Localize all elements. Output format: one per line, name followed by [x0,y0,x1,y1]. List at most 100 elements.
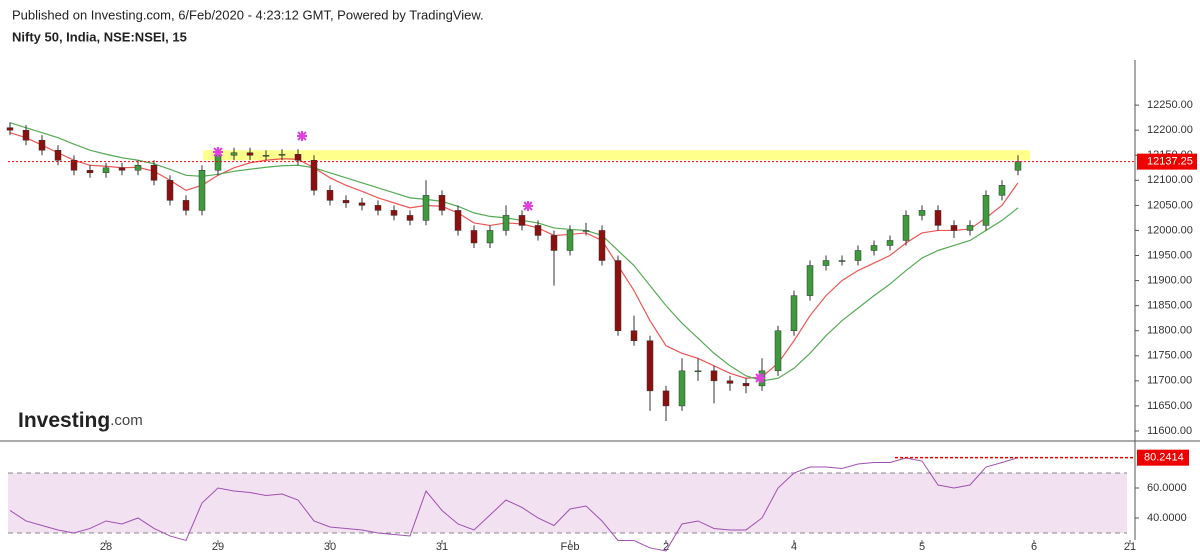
candle-body [134,165,142,171]
signal-marker [213,147,223,157]
symbol: Nifty 50, India, NSE:NSEI, 15 [12,29,187,44]
candle-body [582,230,590,232]
candle-body [70,160,78,171]
candle-body [982,195,990,226]
candle-body [950,225,958,231]
y-tick-label: 11800.00 [1147,325,1192,337]
x-tick-label: 30 [324,541,336,553]
candle-body [390,210,398,216]
candle-body [230,152,238,156]
candle-body [166,180,174,201]
candle-body [726,380,734,384]
x-tick-label: Feb [561,541,580,553]
candle-body [118,167,126,171]
last-rsi-label: 80.2414 [1144,452,1184,464]
candle-body [790,295,798,331]
candle-body [1014,161,1022,171]
candle-body [150,165,158,181]
candle-body [774,330,782,372]
candle-body [22,129,30,141]
candle-body [934,210,942,226]
candle-body [310,160,318,191]
candle-body [550,235,558,251]
moving-average [9,132,1019,379]
candle-body [902,215,910,241]
candle-body [454,210,462,231]
candle-body [262,154,270,157]
candle-body [278,153,286,156]
candle-body [326,190,334,201]
logo: Investing.com [18,409,143,432]
candle-body [678,370,686,407]
candle-body [854,250,862,261]
y-tick-label: 40.0000 [1147,512,1187,524]
candle-body [6,127,14,131]
candle-body [998,185,1006,196]
published: Published on Investing.com, 6/Feb/2020 -… [12,7,484,22]
y-tick-label: 60.0000 [1147,482,1187,494]
candle-body [518,215,526,226]
candle-body [422,195,430,221]
y-tick-label: 12000.00 [1147,224,1193,236]
y-tick-label: 12250.00 [1147,99,1193,111]
logo-text: Investing [18,409,110,432]
rsi-band [8,473,1127,533]
candle-body [374,205,382,211]
candle-body [294,153,302,161]
signal-marker [755,373,765,383]
candle-body [182,200,190,211]
candle-body [838,260,846,262]
x-tick-label: 4 [791,541,797,553]
y-tick-label: 12100.00 [1147,174,1193,186]
candle-body [966,225,974,231]
candle-body [646,340,654,392]
candle-body [486,230,494,244]
candle-body [598,230,606,261]
x-tick-label: 5 [919,541,925,553]
highlight-zone [203,150,1030,161]
candle-body [806,265,814,296]
last-price-label: 12137.25 [1147,156,1193,168]
candle-body [214,154,222,171]
last-rsi-box [1137,449,1189,466]
y-tick-label: 11750.00 [1147,350,1192,362]
y-tick-label: 11650.00 [1147,400,1192,412]
x-tick-label: 21 [1124,541,1136,553]
x-tick-label: 29 [212,541,224,553]
y-tick-label: 11850.00 [1147,300,1192,312]
candle-body [742,383,750,387]
candle-body [342,200,350,204]
candle-body [822,260,830,266]
x-tick-label: 28 [100,541,112,553]
candle-body [38,139,46,151]
candle-body [870,245,878,251]
candle-body [54,149,62,161]
candle-body [86,170,94,174]
logo-suffix: .com [110,412,143,429]
rsi-line [9,457,1019,552]
candle-body [534,225,542,236]
candle-body [198,170,206,211]
candle-body [662,390,670,407]
candle-body [102,167,110,174]
signal-marker [523,201,533,211]
y-tick-label: 11900.00 [1147,274,1192,286]
candle-body [710,370,718,382]
moving-average [9,122,1019,382]
signal-marker [297,131,307,141]
y-tick-label: 11950.00 [1147,249,1192,261]
candle-body [886,240,894,246]
x-tick-label: 31 [436,541,448,553]
candle-body [406,215,414,221]
candle-body [470,230,478,244]
candle-body [502,215,510,231]
candle-body [246,152,254,156]
x-tick-label: 2 [663,541,669,553]
y-tick-label: 12050.00 [1147,199,1193,211]
y-tick-label: 11700.00 [1147,375,1192,387]
x-tick-label: 6 [1031,541,1037,553]
y-tick-label: 12200.00 [1147,124,1193,136]
candle-body [438,195,446,211]
candle-body [630,330,638,341]
